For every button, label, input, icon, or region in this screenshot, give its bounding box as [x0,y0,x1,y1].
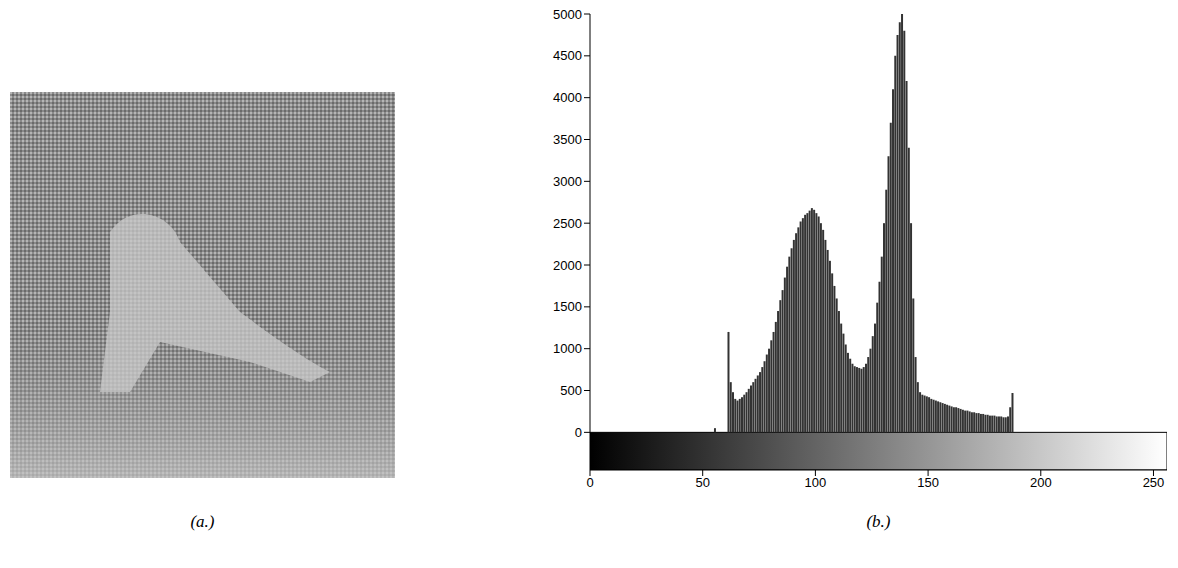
svg-text:4000: 4000 [553,90,582,105]
svg-text:2500: 2500 [553,216,582,231]
svg-text:500: 500 [560,383,582,398]
svg-text:5000: 5000 [553,7,582,22]
svg-text:3000: 3000 [553,174,582,189]
svg-text:2000: 2000 [553,258,582,273]
svg-text:200: 200 [1030,475,1052,490]
svg-text:50: 50 [695,475,709,490]
svg-text:1500: 1500 [553,299,582,314]
svg-text:4500: 4500 [553,48,582,63]
svg-text:150: 150 [917,475,939,490]
svg-text:250: 250 [1143,475,1165,490]
svg-text:0: 0 [586,475,593,490]
html-text:(b.): (b.) [866,512,891,531]
svg-text:0: 0 [575,425,582,440]
svg-text:1000: 1000 [553,341,582,356]
svg-text:100: 100 [805,475,827,490]
svg-text:3500: 3500 [553,132,582,147]
html-text:(a.): (a.) [190,512,215,531]
